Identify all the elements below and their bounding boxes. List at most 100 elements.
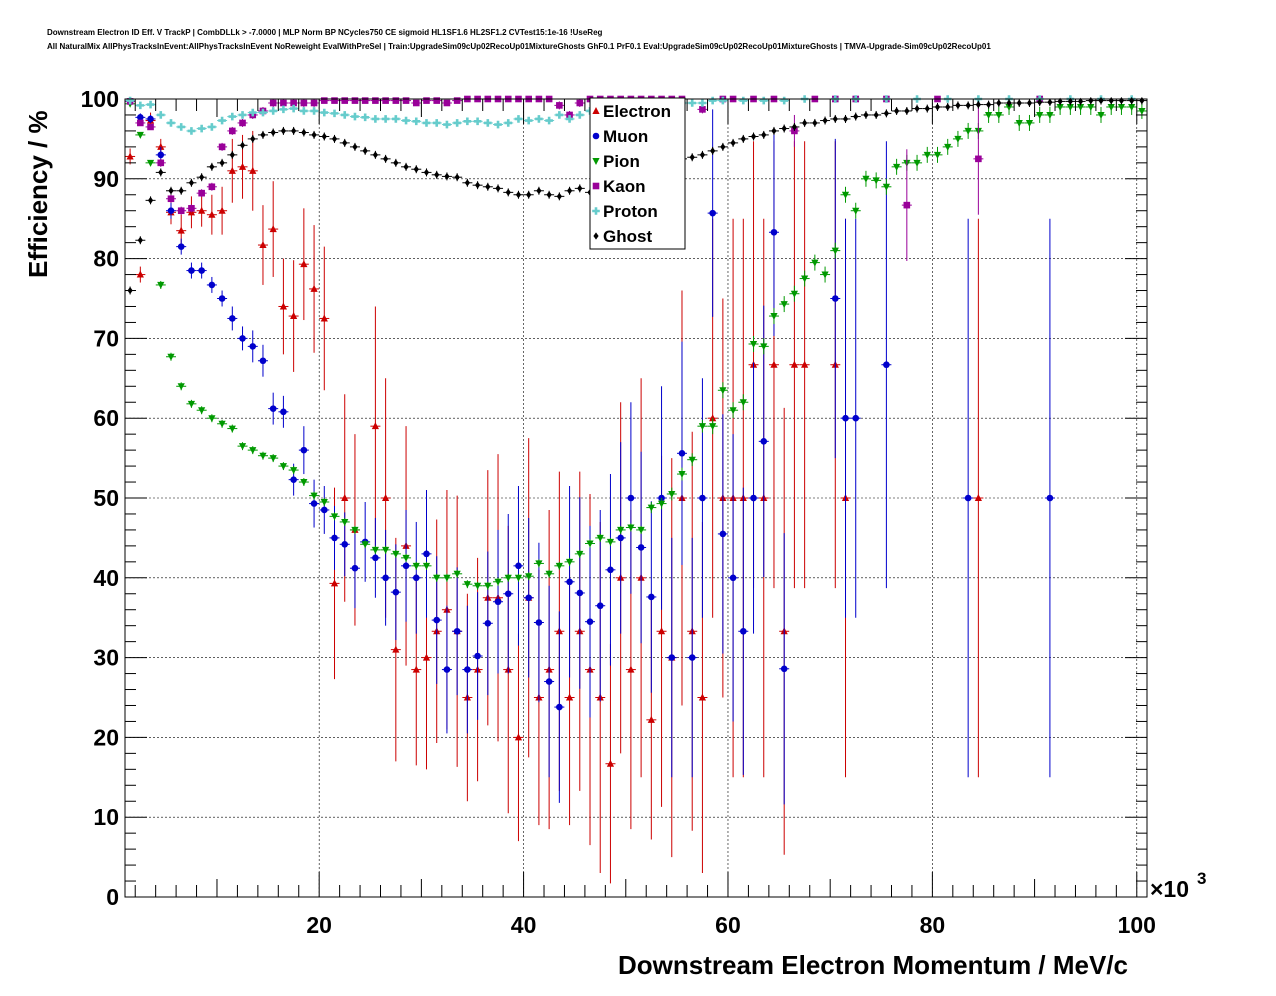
legend-label-muon: Muon [603, 127, 648, 146]
data-point [872, 177, 880, 185]
data-point [964, 494, 972, 502]
data-point [229, 127, 236, 135]
data-point [423, 97, 430, 104]
data-point [770, 360, 778, 368]
data-point [831, 247, 839, 255]
data-point [382, 97, 389, 104]
data-point [331, 135, 338, 143]
data-point [413, 165, 419, 173]
data-point [975, 155, 982, 163]
y-tick-label: 10 [93, 804, 119, 830]
data-point [831, 295, 839, 302]
data-point [198, 267, 205, 274]
data-point [535, 115, 543, 123]
data-point [852, 414, 860, 422]
data-point [1108, 96, 1114, 105]
data-point [157, 281, 165, 289]
data-point [698, 99, 707, 107]
data-point [566, 187, 573, 195]
data-point [402, 97, 410, 104]
data-point [1139, 96, 1145, 105]
data-point [320, 498, 328, 506]
data-point [382, 574, 389, 582]
data-point [146, 100, 155, 109]
data-point [177, 123, 186, 131]
data-point [749, 340, 758, 348]
data-point [933, 151, 942, 159]
data-point [331, 97, 338, 104]
data-point [627, 494, 635, 502]
data-point [964, 127, 972, 135]
data-point [689, 153, 695, 161]
legend-marker-electron [592, 107, 600, 114]
data-point [1006, 99, 1012, 107]
data-point [1005, 103, 1013, 111]
data-point [279, 463, 288, 471]
data-point [158, 168, 164, 177]
x-tick-label: 40 [511, 912, 537, 938]
data-point [514, 574, 523, 582]
data-point [473, 117, 482, 126]
x-axis-multiplier: ×10 3 [1150, 869, 1206, 902]
data-point [453, 119, 461, 127]
data-point [514, 733, 523, 741]
data-point [791, 123, 798, 131]
data-point [536, 187, 542, 195]
y-tick-label: 90 [93, 166, 119, 192]
data-point [995, 111, 1003, 119]
data-point [494, 578, 502, 586]
data-point [208, 183, 216, 191]
data-point [484, 119, 492, 127]
data-point [197, 124, 206, 133]
data-point [300, 260, 308, 268]
data-point [330, 579, 339, 587]
data-point [136, 101, 145, 110]
data-point [464, 179, 470, 187]
data-point [494, 120, 502, 129]
data-point [168, 187, 174, 195]
data-point [443, 120, 451, 129]
data-point [280, 127, 287, 135]
data-point [852, 207, 860, 215]
data-point [218, 206, 226, 214]
data-point [443, 574, 451, 582]
data-point [463, 581, 471, 589]
data-point [239, 141, 246, 149]
data-point [382, 494, 390, 501]
data-point [504, 119, 513, 127]
series-pion [125, 99, 1147, 590]
data-point [177, 207, 185, 215]
data-point [965, 101, 971, 109]
data-point [393, 159, 399, 167]
data-point [627, 524, 635, 532]
data-point [606, 759, 615, 767]
data-point [239, 335, 246, 342]
data-point [290, 467, 298, 475]
x-tick-label: 80 [920, 912, 946, 938]
data-point [648, 593, 655, 601]
data-point [279, 105, 288, 114]
data-point [218, 143, 226, 151]
data-point [228, 425, 236, 433]
data-point [729, 407, 737, 415]
data-point [269, 225, 277, 233]
data-point [545, 116, 553, 125]
legend-label-proton: Proton [603, 202, 658, 221]
y-tick-label: 20 [93, 724, 119, 750]
data-point [841, 191, 850, 199]
data-point [576, 589, 584, 597]
data-point [156, 111, 165, 119]
data-point [556, 192, 562, 200]
data-point [126, 96, 134, 105]
data-point [863, 111, 869, 119]
data-point [361, 541, 369, 549]
data-point [647, 715, 655, 723]
data-point [330, 109, 339, 118]
legend-marker-muon [592, 132, 600, 140]
data-point [708, 96, 717, 105]
data-point [545, 570, 553, 578]
data-point [300, 99, 308, 107]
data-point [607, 566, 614, 574]
data-point [291, 127, 297, 135]
data-point [740, 627, 747, 635]
